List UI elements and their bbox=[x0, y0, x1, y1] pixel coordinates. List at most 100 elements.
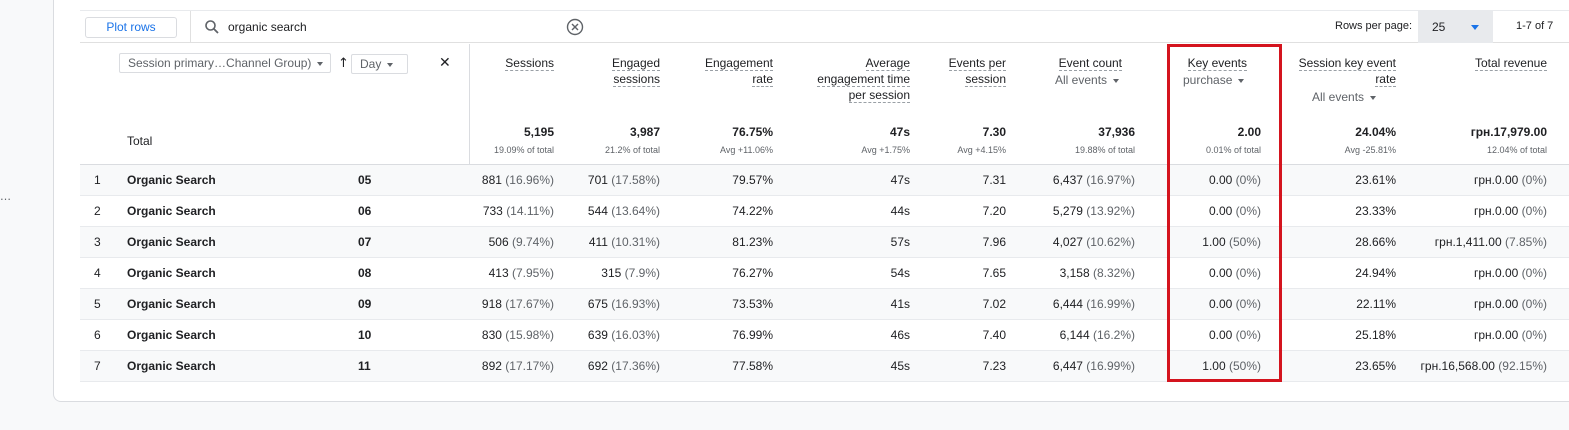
cell-engagement-rate: 77.58% bbox=[732, 359, 773, 373]
col-event-count[interactable]: Event count bbox=[1058, 56, 1122, 71]
cell-total-revenue-percent: (0%) bbox=[1521, 173, 1547, 187]
cell-sessions: 830 (15.98%) bbox=[482, 328, 554, 342]
total-skr-sub: Avg -25.81% bbox=[1344, 145, 1396, 155]
key-events-filter[interactable]: purchase bbox=[1183, 73, 1245, 87]
total-key-events: 2.00 bbox=[1237, 125, 1261, 139]
cell-total-revenue: грн.0.00 (0%) bbox=[1474, 173, 1547, 187]
cell-event-count-percent: (16.97%) bbox=[1086, 173, 1135, 187]
table-toolbar: Plot rows Rows per page: 25 1-7 of 7 bbox=[80, 10, 1569, 43]
cell-engagement-rate: 79.57% bbox=[732, 173, 773, 187]
cell-avg-engagement-time-value: 41s bbox=[890, 297, 910, 311]
cell-sessions-percent: (17.17%) bbox=[505, 359, 554, 373]
secondary-dimension-select[interactable]: Day bbox=[351, 54, 408, 74]
cell-events-per-session-value: 7.02 bbox=[982, 297, 1006, 311]
cell-events-per-session-value: 7.23 bbox=[982, 359, 1006, 373]
cell-engaged-sessions: 544 (13.64%) bbox=[588, 204, 660, 218]
cell-event-count-value: 6,444 bbox=[1052, 297, 1083, 311]
cell-key-events-value: 0.00 bbox=[1208, 328, 1233, 342]
table-row[interactable]: 4 Organic Search 08 413 (7.95%) 315 (7.9%) 76… bbox=[80, 258, 1569, 289]
chevron-down-icon bbox=[1113, 78, 1120, 83]
search-input[interactable] bbox=[228, 19, 548, 35]
cell-total-revenue: грн.16,568.00 (92.15%) bbox=[1421, 359, 1547, 373]
cell-event-count-percent: (16.99%) bbox=[1086, 297, 1135, 311]
cell-avg-engagement-time-value: 54s bbox=[890, 266, 910, 280]
cell-event-count-value: 6,437 bbox=[1052, 173, 1083, 187]
cell-session-key-event-rate: 24.94% bbox=[1355, 266, 1396, 280]
cell-key-events-value: 1.00 bbox=[1202, 359, 1226, 373]
table-row[interactable]: 6 Organic Search 10 830 (15.98%) 639 (16.03%… bbox=[80, 320, 1569, 351]
table-row[interactable]: 5 Organic Search 09 918 (17.67%) 675 (16.93%… bbox=[80, 289, 1569, 320]
session-key-event-rate-filter[interactable]: All events bbox=[1312, 90, 1377, 104]
total-sessions-sub: 19.09% of total bbox=[493, 145, 554, 155]
cell-key-events: 0.00 (0%) bbox=[1209, 297, 1261, 311]
row-number: 2 bbox=[94, 204, 101, 218]
pagination-info: 1-7 of 7 bbox=[1516, 20, 1554, 32]
col-session-key-event-rate[interactable]: Session key event rate bbox=[1298, 56, 1396, 87]
clear-search-icon[interactable] bbox=[566, 18, 584, 36]
cell-key-events-percent: (0%) bbox=[1235, 173, 1261, 187]
cell-event-count: 5,279 (13.92%) bbox=[1053, 204, 1135, 218]
table-row[interactable]: 1 Organic Search 05 881 (16.96%) 701 (17.58%… bbox=[80, 165, 1569, 196]
cell-event-count-value: 6,447 bbox=[1052, 359, 1083, 373]
table-row[interactable]: 7 Organic Search 11 892 (17.17%) 692 (17.36%… bbox=[80, 351, 1569, 382]
cell-event-count-value: 4,027 bbox=[1052, 235, 1083, 249]
cell-sessions-percent: (9.74%) bbox=[511, 235, 554, 249]
cell-sessions-value: 892 bbox=[481, 359, 502, 373]
cell-channel-group: Organic Search bbox=[127, 173, 216, 187]
cell-engagement-rate: 73.53% bbox=[732, 297, 773, 311]
cell-day: 05 bbox=[358, 173, 372, 187]
cell-total-revenue-value: грн.0.00 bbox=[1473, 328, 1519, 342]
cell-engagement-rate-value: 79.57% bbox=[732, 173, 773, 187]
col-total-revenue[interactable]: Total revenue bbox=[1474, 56, 1547, 71]
total-event-count: 37,936 bbox=[1098, 125, 1135, 139]
cell-event-count-percent: (16.99%) bbox=[1086, 359, 1135, 373]
col-key-events[interactable]: Key events bbox=[1187, 56, 1247, 71]
event-count-filter[interactable]: All events bbox=[1055, 73, 1120, 87]
col-sessions[interactable]: Sessions bbox=[505, 56, 554, 71]
table-row[interactable]: 2 Organic Search 06 733 (14.11%) 544 (13.64%… bbox=[80, 196, 1569, 227]
cell-event-count: 4,027 (10.62%) bbox=[1053, 235, 1135, 249]
search-icon bbox=[205, 20, 219, 34]
cell-total-revenue: грн.0.00 (0%) bbox=[1474, 266, 1547, 280]
cell-engaged-sessions: 675 (16.93%) bbox=[588, 297, 660, 311]
rows-per-page-value: 25 bbox=[1432, 20, 1446, 34]
cell-engaged-sessions-percent: (13.64%) bbox=[611, 204, 660, 218]
cell-day: 06 bbox=[358, 204, 372, 218]
cell-engagement-rate-value: 73.53% bbox=[732, 297, 773, 311]
col-events-per-session[interactable]: Events per session bbox=[948, 56, 1006, 87]
cell-channel-group: Organic Search bbox=[127, 328, 216, 342]
cell-avg-engagement-time: 44s bbox=[891, 204, 910, 218]
plot-rows-button[interactable]: Plot rows bbox=[85, 17, 177, 38]
remove-dimension-icon[interactable]: ✕ bbox=[439, 55, 451, 71]
sort-ascending-icon[interactable]: ↑ bbox=[338, 56, 349, 71]
cell-key-events-percent: (0%) bbox=[1235, 204, 1261, 218]
left-rail: … bbox=[0, 0, 53, 430]
cell-event-count-value: 6,144 bbox=[1059, 328, 1090, 342]
cell-key-events-percent: (0%) bbox=[1235, 297, 1261, 311]
key-events-highlight-box bbox=[1167, 44, 1282, 382]
cell-total-revenue-value: грн.1,411.00 bbox=[1434, 235, 1502, 249]
col-avg-engagement-time[interactable]: Average engagement time per session bbox=[817, 56, 910, 103]
cell-key-events-value: 1.00 bbox=[1202, 235, 1226, 249]
cell-engagement-rate-value: 77.58% bbox=[732, 359, 773, 373]
cell-key-events-value: 0.00 bbox=[1208, 204, 1233, 218]
toolbar-divider bbox=[190, 11, 191, 43]
cell-engaged-sessions-value: 675 bbox=[587, 297, 608, 311]
cell-key-events: 1.00 (50%) bbox=[1202, 235, 1261, 249]
col-engagement-rate[interactable]: Engagement rate bbox=[704, 56, 773, 87]
primary-dimension-select[interactable]: Session primary…Channel Group) bbox=[119, 53, 331, 73]
col-engaged-sessions[interactable]: Engaged sessions bbox=[611, 56, 660, 87]
cell-total-revenue-value: грн.0.00 bbox=[1473, 173, 1519, 187]
cell-engaged-sessions-value: 639 bbox=[587, 328, 608, 342]
chevron-down-icon bbox=[387, 62, 394, 67]
cell-session-key-event-rate: 23.65% bbox=[1355, 359, 1396, 373]
table-row[interactable]: 3 Organic Search 07 506 (9.74%) 411 (10.31%)… bbox=[80, 227, 1569, 258]
rows-per-page-select[interactable]: 25 bbox=[1418, 11, 1493, 43]
row-number: 1 bbox=[94, 173, 101, 187]
cell-event-count-value: 5,279 bbox=[1052, 204, 1083, 218]
cell-avg-engagement-time-value: 47s bbox=[890, 173, 910, 187]
cell-events-per-session-value: 7.40 bbox=[982, 328, 1006, 342]
cell-engagement-rate: 81.23% bbox=[732, 235, 773, 249]
cell-sessions-value: 918 bbox=[481, 297, 502, 311]
cell-key-events-percent: (50%) bbox=[1228, 359, 1261, 373]
